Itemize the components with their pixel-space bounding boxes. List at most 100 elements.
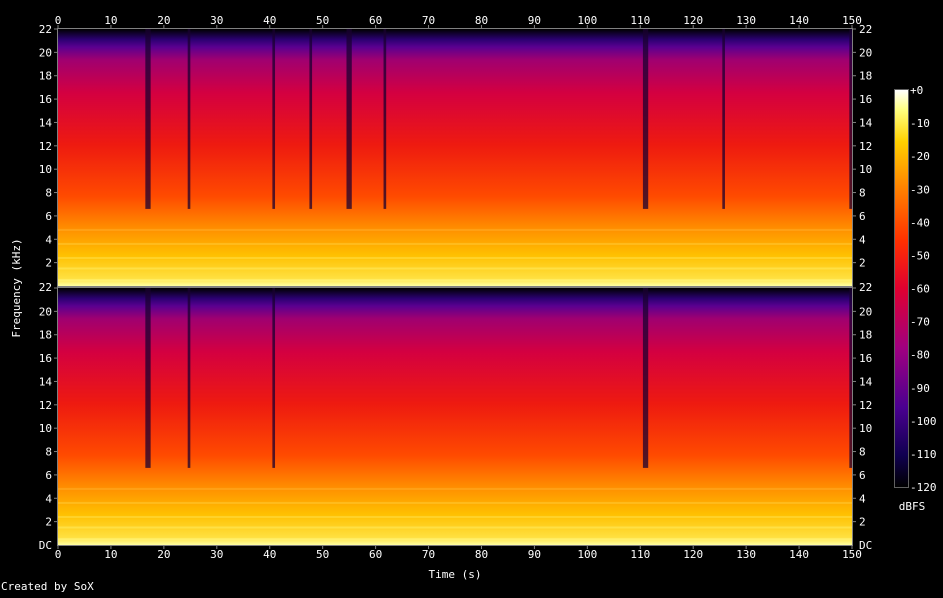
y-tick-label: 8	[45, 446, 52, 459]
x-tick-label: 90	[528, 14, 541, 27]
silence-gap	[346, 29, 352, 209]
silence-gap	[383, 29, 387, 209]
y-tick-label: 18	[859, 70, 872, 83]
y-tick-label: 16	[859, 93, 872, 106]
x-tick-label: 130	[736, 14, 756, 27]
x-tick-label: 40	[263, 548, 276, 561]
y-tick-label: 16	[39, 93, 52, 106]
x-tick-label: 150	[842, 548, 862, 561]
x-tick-label: 90	[528, 548, 541, 561]
x-tick-label: 30	[210, 548, 223, 561]
colorbar-tick-label: -70	[910, 316, 930, 329]
spectral-line	[58, 279, 852, 282]
x-tick-label: 50	[316, 548, 329, 561]
x-tick-label: 70	[422, 548, 435, 561]
x-tick-label: 140	[789, 548, 809, 561]
silence-gap	[187, 288, 191, 468]
colorbar-gradient	[895, 90, 908, 487]
x-tick-label: 10	[104, 14, 117, 27]
y-tick-label: 12	[39, 399, 52, 412]
x-tick-label: 140	[789, 14, 809, 27]
spectral-line	[58, 228, 852, 231]
y-tick-label: 18	[39, 70, 52, 83]
y-axis-label: Frequency (kHz)	[10, 238, 23, 337]
spectrum-band	[58, 29, 852, 286]
colorbar-tick-label: -30	[910, 183, 930, 196]
y-tick-label: 22	[39, 281, 52, 294]
x-tick-label: 80	[475, 14, 488, 27]
x-tick-label: 0	[55, 548, 62, 561]
y-tick-label: 20	[39, 46, 52, 59]
silence-gap	[272, 288, 276, 468]
y-tick-label: 4	[859, 492, 866, 505]
colorbar-tick-label: -100	[910, 415, 937, 428]
y-tick-label: 2	[45, 257, 52, 270]
y-tick-label: 8	[859, 446, 866, 459]
y-tick-label: 4	[45, 492, 52, 505]
y-tick-label: 6	[859, 210, 866, 223]
y-tick-label: 10	[39, 422, 52, 435]
x-tick-label: 100	[577, 14, 597, 27]
plot-frame-channel-1	[57, 28, 853, 287]
silence-gap	[309, 29, 313, 209]
y-tick-label: 2	[859, 516, 866, 529]
x-tick-label: 110	[630, 548, 650, 561]
colorbar-tick-label: -60	[910, 283, 930, 296]
silence-gap	[722, 29, 725, 209]
y-tick-label: DC	[859, 539, 872, 552]
y-tick-label: 6	[45, 210, 52, 223]
x-tick-label: 60	[369, 548, 382, 561]
y-tick-label: 8	[859, 187, 866, 200]
y-tick-label: 20	[39, 305, 52, 318]
y-tick-label: 12	[859, 140, 872, 153]
y-tick-label: 4	[45, 233, 52, 246]
colorbar-tick-label: -90	[910, 382, 930, 395]
spectrum-band	[58, 288, 852, 545]
plot-frame-channel-2	[57, 287, 853, 546]
silence-gap	[272, 29, 276, 209]
y-tick-label: 14	[39, 116, 53, 129]
silence-gap	[849, 288, 852, 468]
y-tick-label: 14	[39, 375, 53, 388]
y-tick-label: 10	[859, 422, 872, 435]
x-tick-label: 80	[475, 548, 488, 561]
spectral-line	[58, 526, 852, 529]
y-tick-label: 14	[859, 116, 873, 129]
y-tick-label: 14	[859, 375, 873, 388]
y-tick-label: 16	[859, 352, 872, 365]
colorbar-label: dBFS	[899, 500, 926, 513]
y-tick-label: 22	[39, 23, 52, 36]
y-tick-label: 6	[859, 469, 866, 482]
x-tick-label: 10	[104, 548, 117, 561]
spectrogram-channel-2	[58, 288, 852, 545]
y-tick-label: 10	[39, 163, 52, 176]
y-tick-label: 10	[859, 163, 872, 176]
x-tick-label: 130	[736, 548, 756, 561]
x-axis-label: Time (s)	[429, 568, 482, 581]
spectral-line	[58, 267, 852, 270]
y-tick-label: 22	[859, 281, 872, 294]
y-tick-label: 12	[39, 140, 52, 153]
credit-label: Created by SoX	[1, 580, 94, 593]
y-tick-label: 4	[859, 233, 866, 246]
y-tick-label: 2	[45, 516, 52, 529]
silence-gap	[849, 29, 852, 209]
spectrogram-panels	[58, 29, 852, 545]
colorbar-tick-label: -40	[910, 216, 930, 229]
x-tick-label: 110	[630, 14, 650, 27]
silence-gap	[145, 288, 151, 468]
spectrogram-channel-1	[58, 29, 852, 286]
spectral-line	[58, 538, 852, 541]
x-tick-label: 30	[210, 14, 223, 27]
x-tick-label: 100	[577, 548, 597, 561]
x-tick-label: 70	[422, 14, 435, 27]
spectral-line	[58, 515, 852, 518]
silence-gap	[642, 288, 649, 468]
colorbar-tick-label: -80	[910, 349, 930, 362]
y-tick-label: 12	[859, 399, 872, 412]
colorbar: +0 -10 -20 -30 -40 -50 -60 -70 -80 -90 -100 -110 -12…	[894, 84, 937, 513]
spectral-line	[58, 487, 852, 490]
x-tick-label: 60	[369, 14, 382, 27]
x-tick-label: 20	[157, 14, 170, 27]
